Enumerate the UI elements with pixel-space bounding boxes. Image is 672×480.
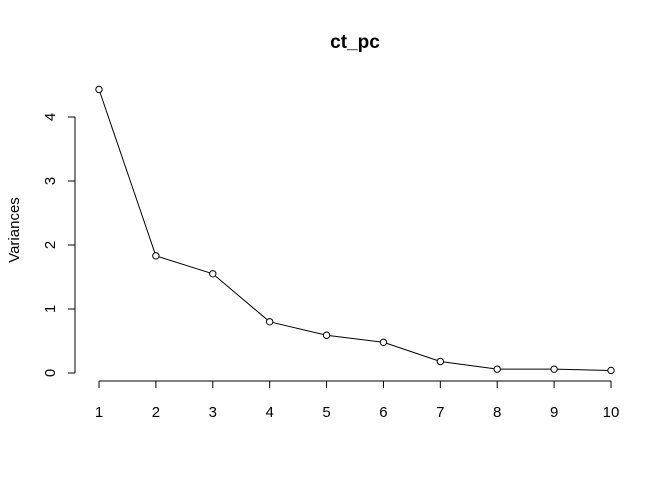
x-tick-label: 4 <box>265 404 273 421</box>
data-point <box>265 318 274 326</box>
x-tick-label: 5 <box>322 404 330 421</box>
data-point <box>607 366 615 375</box>
x-tick-label: 3 <box>209 404 217 421</box>
data-point <box>152 252 160 260</box>
series-layer <box>95 85 615 375</box>
x-tick-label: 1 <box>95 404 103 421</box>
x-tick-label: 7 <box>436 404 444 421</box>
x-tick-label: 6 <box>379 404 387 421</box>
y-axis-label: Variances <box>6 197 23 263</box>
x-axis: 1 2 3 4 5 6 7 8 9 10 <box>95 380 620 421</box>
chart-title: ct_pc <box>330 32 380 53</box>
x-tick-label: 9 <box>550 404 558 421</box>
data-point <box>550 365 558 373</box>
data-point <box>436 357 445 366</box>
y-tick-label: 0 <box>42 369 59 377</box>
x-tick-label: 8 <box>493 404 501 421</box>
data-point <box>379 338 388 346</box>
y-tick-label: 1 <box>42 305 59 313</box>
y-tick-label: 4 <box>42 113 59 121</box>
series-line <box>98 89 612 371</box>
y-tick-label: 2 <box>42 241 59 249</box>
data-point <box>493 365 501 373</box>
data-point <box>95 85 103 94</box>
y-tick-label: 3 <box>42 177 59 185</box>
data-point <box>322 331 331 339</box>
y-axis: 0 1 2 3 4 <box>42 113 76 377</box>
x-tick-label: 10 <box>603 404 620 421</box>
x-tick-label: 2 <box>152 404 160 421</box>
data-point <box>209 270 217 278</box>
